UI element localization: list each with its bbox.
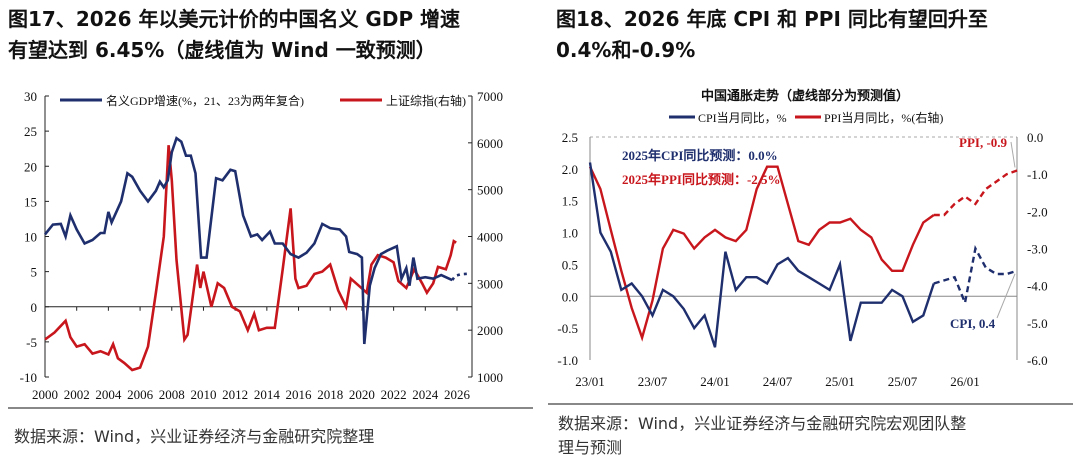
y-tick-label: -0.5 [557, 321, 578, 336]
y-tick-label: 20 [24, 159, 37, 174]
y-tick-label: -1.0 [557, 353, 578, 368]
ppi-callout-line [1010, 141, 1016, 168]
chart-title: 中国通胀走势（虚线部分为预测值） [701, 88, 909, 103]
x-tick-label: 2018 [317, 387, 343, 402]
y-tick-label: 5 [31, 265, 38, 280]
cpi-end-label: CPI, 0.4 [950, 316, 996, 331]
right-title-line1: 图18、2026 年底 CPI 和 PPI 同比有望回升至 [556, 7, 988, 31]
y2-tick-label: -2.0 [1027, 204, 1048, 219]
x-tick-label: 2010 [190, 387, 216, 402]
ppi-line [588, 165, 935, 342]
cpi-callout-line [996, 273, 1016, 319]
legend-index-label: 上证综指(右轴) [386, 93, 466, 108]
left-title-line2: 有望达到 6.45%（虚线值为 Wind 一致预测） [8, 38, 436, 62]
gdp-growth-line [43, 136, 453, 345]
y2-tick-label: 1000 [477, 370, 503, 385]
x-tick-label: 2008 [159, 387, 185, 402]
y-tick-label: 1.0 [562, 226, 578, 241]
shanghai-index-line [44, 145, 457, 372]
x-tick-label: 2002 [64, 387, 90, 402]
y-tick-label: 1.5 [562, 194, 578, 209]
legend-ppi-label: PPI当月同比，%(右轴) [824, 110, 943, 125]
y2-tick-label: -4.0 [1027, 279, 1048, 294]
y2-tick-label: -3.0 [1027, 242, 1048, 257]
y2-tick-label: -5.0 [1027, 316, 1048, 331]
y-tick-label: 0.5 [562, 257, 578, 272]
cpi-line [588, 162, 935, 348]
right-source: 数据来源：Wind，兴业证券经济与金融研究院宏观团队整 理与预测 [558, 412, 966, 460]
right-source-line1: 数据来源：Wind，兴业证券经济与金融研究院宏观团队整 [558, 414, 967, 433]
y-tick-label: 15 [24, 194, 37, 209]
y-tick-label: 2.0 [562, 162, 578, 177]
y2-tick-label: 6000 [477, 136, 503, 151]
y2-tick-label: 0.0 [1027, 130, 1043, 145]
y2-tick-label: 5000 [477, 183, 503, 198]
x-tick-label: 26/01 [950, 374, 980, 389]
x-tick-label: 2000 [32, 387, 58, 402]
left-source: 数据来源：Wind，兴业证券经济与金融研究院整理 [14, 427, 375, 446]
ppi-end-label: PPI, -0.9 [959, 135, 1008, 150]
y-tick-label: -10 [20, 370, 37, 385]
gdp-index-chart: 30 25 20 15 10 5 0 -5 -10 7000 6000 5000 4000 3000 200… [20, 89, 503, 402]
x-tick-label: 2016 [286, 387, 313, 402]
left-divider [8, 407, 533, 409]
left-title-line1: 图17、2026 年以美元计价的中国名义 GDP 增速 [8, 7, 461, 31]
right-figure-title: 图18、2026 年底 CPI 和 PPI 同比有望回升至 0.4%和-0.9% [556, 4, 988, 66]
x-tick-label: 24/07 [763, 374, 793, 389]
x-tick-label: 25/07 [888, 374, 918, 389]
y2-tick-label: 3000 [477, 276, 503, 291]
left-figure-title: 图17、2026 年以美元计价的中国名义 GDP 增速 有望达到 6.45%（虚… [8, 4, 460, 66]
y2-tick-label: 7000 [477, 89, 503, 104]
x-tick-label: 2026 [444, 387, 471, 402]
legend-cpi-label: CPI当月同比，% [698, 111, 787, 125]
cpi-forecast-line [933, 244, 1018, 307]
y2-tick-label: -6.0 [1027, 353, 1048, 368]
x-tick-label: 2006 [127, 387, 154, 402]
x-tick-label: 23/01 [575, 374, 605, 389]
x-tick-label: 2024 [412, 387, 439, 402]
x-tick-label: 2014 [254, 387, 281, 402]
x-tick-label: 25/01 [825, 374, 855, 389]
y-tick-label: -5 [26, 335, 37, 350]
x-tick-label: 2012 [222, 387, 248, 402]
ppi-forecast-annotation: 2025年PPI同比预测：-2.5% [622, 172, 781, 187]
ppi-forecast-line [933, 169, 1018, 217]
y2-tick-label: 2000 [477, 323, 503, 338]
y2-tick-label: -1.0 [1027, 167, 1048, 182]
x-tick-label: 2022 [381, 387, 407, 402]
legend-gdp-label: 名义GDP增速(%，21、23为两年复合) [106, 93, 304, 108]
x-tick-label: 24/01 [700, 374, 730, 389]
y-tick-label: 0.0 [562, 289, 578, 304]
y-tick-label: 25 [24, 124, 37, 139]
cpi-forecast-annotation: 2025年CPI同比预测：0.0% [622, 148, 778, 163]
right-divider [548, 403, 1073, 405]
right-title-line2: 0.4%和-0.9% [556, 38, 696, 62]
y-tick-label: 0 [31, 300, 38, 315]
gdp-forecast-line [451, 272, 469, 281]
x-tick-label: 2004 [95, 387, 122, 402]
y-tick-label: 10 [24, 230, 37, 245]
x-tick-label: 2020 [349, 387, 375, 402]
y-tick-label: 2.5 [562, 130, 578, 145]
y2-tick-label: 4000 [477, 230, 503, 245]
y-tick-label: 30 [24, 89, 37, 104]
cpi-ppi-chart: 中国通胀走势（虚线部分为预测值） 2.5 2.0 1.5 1.0 0.5 0.0 -0.5 -1… [557, 88, 1048, 389]
x-tick-label: 23/07 [638, 374, 668, 389]
right-source-line2: 理与预测 [558, 438, 623, 457]
